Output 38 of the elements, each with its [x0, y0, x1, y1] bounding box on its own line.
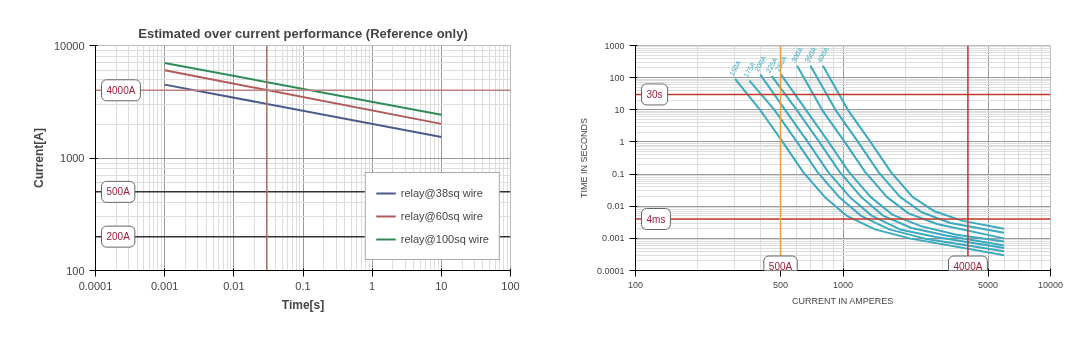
- x-tick-label: 1: [369, 279, 376, 292]
- y-tick-label: 0.1: [611, 169, 625, 180]
- x-tick-label: 0.001: [150, 279, 179, 292]
- y-tick-label: 0.0001: [596, 265, 625, 276]
- ref-line-label: 200A: [106, 231, 131, 243]
- y-tick-label: 100: [66, 264, 85, 277]
- x-axis-title: CURRENT IN AMPERES: [791, 295, 894, 306]
- x-tick-label: 10000: [1037, 279, 1064, 290]
- x-tick-label: 0.1: [295, 279, 311, 292]
- legend-label: relay@100sq wire: [400, 233, 489, 245]
- x-tick-label: 500: [773, 279, 789, 290]
- legend-label: relay@60sq wire: [400, 210, 483, 222]
- ref-line-label: 4000A: [953, 261, 983, 272]
- y-tick-label: 1000: [60, 152, 85, 164]
- x-tick-label: 0.01: [223, 279, 245, 292]
- y-tick-label: 10: [614, 104, 625, 115]
- x-axis-title: Time[s]: [281, 297, 325, 312]
- chart-title: Estimated over current performance (Reference only): [138, 25, 468, 41]
- x-tick-label: 100: [501, 279, 520, 292]
- y-tick-label: 1000: [604, 40, 625, 51]
- x-tick-label: 100: [627, 279, 644, 290]
- x-tick-label: 10: [435, 279, 448, 292]
- x-tick-label: 5000: [978, 279, 999, 290]
- y-tick-label: 0.01: [606, 201, 625, 212]
- y-axis-title: Current[A]: [31, 128, 46, 188]
- x-tick-label: 0.0001: [78, 279, 113, 292]
- legend-label: relay@38sq wire: [400, 187, 483, 199]
- y-tick-label: 100: [609, 72, 625, 83]
- ref-line-label: 500A: [106, 186, 131, 198]
- ref-line-label: 4ms: [646, 213, 666, 225]
- y-tick-label: 1: [619, 136, 625, 147]
- ref-line-label: 30s: [646, 88, 663, 100]
- y-axis-title: TIME IN SECONDS: [578, 117, 589, 198]
- ref-line-label: 4000A: [106, 84, 136, 96]
- y-tick-label: 10000: [53, 39, 85, 52]
- x-tick-label: 1000: [832, 279, 854, 290]
- y-tick-label: 0.001: [601, 233, 625, 244]
- ref-line-label: 500A: [768, 261, 793, 272]
